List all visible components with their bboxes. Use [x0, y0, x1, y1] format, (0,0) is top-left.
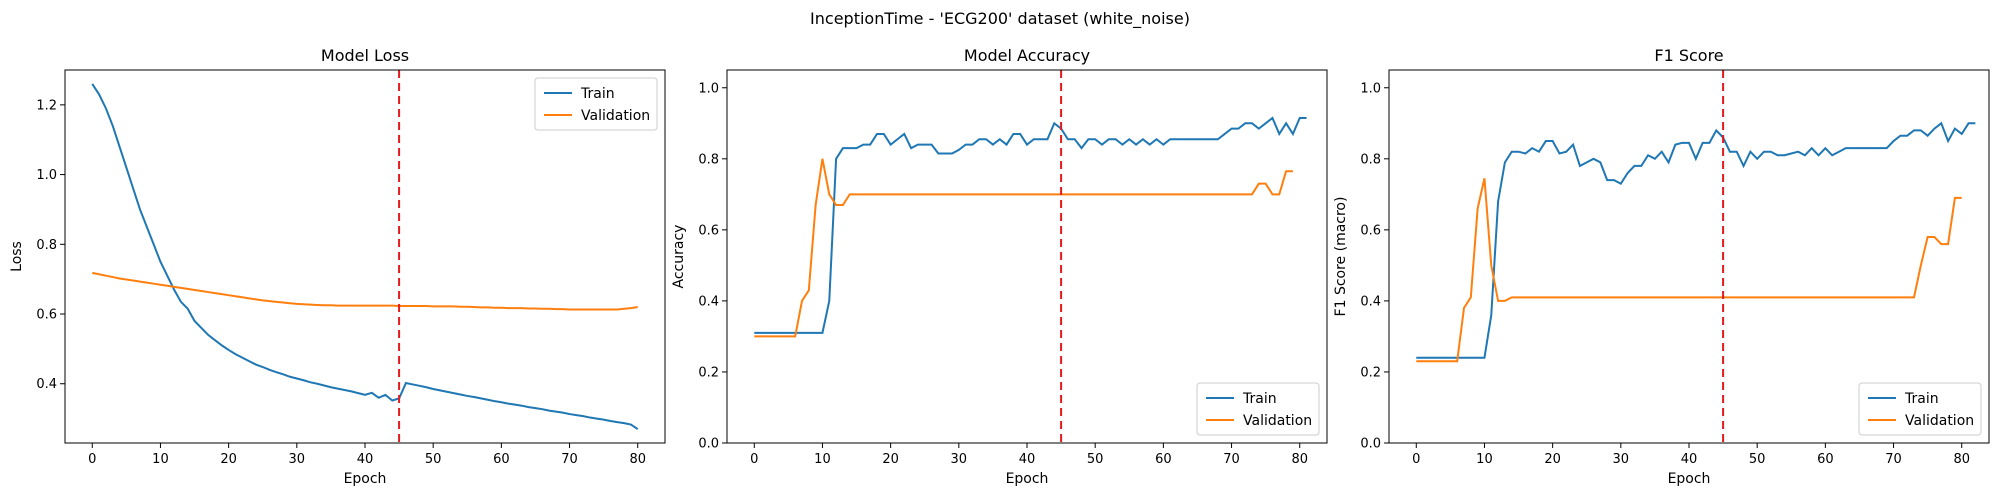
x-tick-label: 80 — [629, 452, 646, 467]
legend-box — [1858, 382, 1982, 436]
x-tick-label: 0 — [88, 452, 96, 467]
x-axis-label: Epoch — [1668, 471, 1711, 487]
x-tick-label: 20 — [1544, 452, 1561, 467]
y-tick-label: 0.4 — [698, 294, 719, 309]
y-tick-label: 0.2 — [1360, 365, 1381, 380]
y-tick-label: 1.2 — [36, 98, 57, 113]
x-tick-label: 10 — [152, 452, 169, 467]
x-tick-label: 0 — [750, 452, 758, 467]
legend-label: Train — [1904, 391, 1939, 407]
y-tick-label: 0.4 — [36, 377, 57, 392]
legend-label: Train — [1242, 391, 1277, 407]
x-tick-label: 70 — [1223, 452, 1240, 467]
x-tick-label: 80 — [1291, 452, 1308, 467]
y-tick-label: 0.0 — [698, 437, 719, 452]
x-tick-label: 20 — [220, 452, 237, 467]
x-tick-label: 30 — [951, 452, 968, 467]
legend: Train Validation — [1858, 382, 1982, 436]
x-tick-label: 70 — [561, 452, 578, 467]
x-tick-label: 20 — [882, 452, 899, 467]
legend-box — [1196, 382, 1320, 436]
x-axis-label: Epoch — [344, 471, 387, 487]
chart-panel-3: F1 Score 0 10 20 30 40 50 60 70 80 0.0 0.2 0.4 0.6 0.8… — [1333, 46, 1990, 487]
x-tick-label: 30 — [289, 452, 306, 467]
legend: Train Validation — [1196, 382, 1320, 436]
chart-panel-2: Model Accuracy 0 10 20 30 40 50 60 70 80 0.0 0.2 0.4… — [671, 46, 1328, 487]
y-tick-label: 0.6 — [1360, 223, 1381, 238]
chart-title: Model Loss — [321, 46, 409, 65]
x-tick-label: 60 — [1817, 452, 1834, 467]
y-tick-label: 0.6 — [698, 223, 719, 238]
y-axis-label: Accuracy — [671, 225, 687, 289]
x-tick-label: 80 — [1953, 452, 1970, 467]
x-tick-label: 40 — [1681, 452, 1698, 467]
y-tick-label: 0.0 — [1360, 437, 1381, 452]
y-tick-label: 0.2 — [698, 365, 719, 380]
legend-label: Validation — [581, 108, 650, 124]
x-tick-label: 10 — [1476, 452, 1493, 467]
legend-label: Validation — [1243, 413, 1312, 429]
y-tick-label: 0.8 — [698, 152, 719, 167]
y-tick-label: 0.6 — [36, 308, 57, 323]
series-line-validation — [1416, 178, 1962, 363]
y-axis-label: F1 Score (macro) — [1333, 197, 1349, 317]
y-tick-label: 0.8 — [1360, 152, 1381, 167]
x-tick-label: 50 — [1087, 452, 1104, 467]
series-line-train — [1416, 121, 1976, 359]
x-tick-label: 0 — [1412, 452, 1420, 467]
series-line-validation — [92, 271, 638, 311]
series-line-validation — [754, 158, 1293, 338]
chart-title: Model Accuracy — [964, 46, 1090, 65]
legend-label: Validation — [1905, 413, 1974, 429]
y-tick-label: 1.0 — [1360, 81, 1381, 96]
x-tick-label: 40 — [357, 452, 374, 467]
x-tick-label: 60 — [493, 452, 510, 467]
x-axis-label: Epoch — [1006, 471, 1049, 487]
figure-title: InceptionTime - 'ECG200' dataset (white_… — [810, 9, 1190, 29]
series-line-train — [91, 83, 639, 430]
chart-panel-1: Model Loss 0 10 20 30 40 50 60 70 80 0.4 0.6 0.8 1.0 1… — [9, 46, 666, 487]
x-tick-label: 10 — [814, 452, 831, 467]
x-tick-label: 70 — [1885, 452, 1902, 467]
x-tick-label: 50 — [1749, 452, 1766, 467]
x-tick-label: 60 — [1155, 452, 1172, 467]
y-tick-label: 1.0 — [698, 81, 719, 96]
legend-box — [534, 77, 658, 131]
x-tick-label: 40 — [1019, 452, 1036, 467]
y-tick-label: 0.4 — [1360, 294, 1381, 309]
legend-label: Train — [580, 86, 615, 102]
x-tick-label: 50 — [425, 452, 442, 467]
series-line-train — [754, 116, 1307, 334]
chart-title: F1 Score — [1654, 46, 1723, 65]
x-tick-label: 30 — [1613, 452, 1630, 467]
legend: Train Validation — [534, 77, 658, 131]
y-tick-label: 0.8 — [36, 238, 57, 253]
y-tick-label: 1.0 — [36, 168, 57, 183]
y-axis-label: Loss — [9, 241, 25, 272]
